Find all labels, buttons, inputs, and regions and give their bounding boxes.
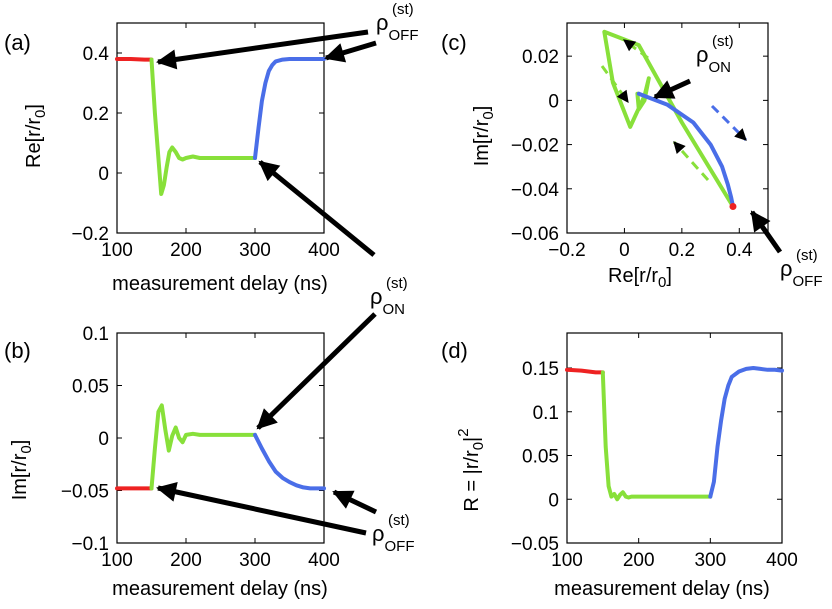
- y-tick-label: 0: [98, 429, 109, 450]
- x-tick-label: 300: [239, 240, 271, 261]
- y-tick-label: 0: [548, 490, 559, 511]
- x-tick-label: 200: [623, 550, 655, 571]
- direction-arrow-green-3: [672, 140, 710, 182]
- y-tick-label: 0.1: [533, 403, 559, 424]
- series-off-period-line: [253, 57, 326, 160]
- y-tick-label: 0.15: [522, 359, 559, 380]
- chart-d: 100 200 300 400 −0.05 0 0.05 0.1 0.15: [511, 332, 798, 571]
- series-off-period-line: [708, 366, 784, 499]
- svg-text:ρOFF: ρOFF: [780, 256, 823, 290]
- panel-label-d: (d): [441, 338, 468, 363]
- y-tick-label: −0.1: [71, 534, 109, 555]
- panel-label-b: (b): [4, 338, 31, 363]
- x-tick-label: 0.4: [726, 240, 753, 261]
- svg-text:ρOFF: ρOFF: [376, 10, 419, 44]
- svg-text:(st): (st): [796, 247, 818, 264]
- y-tick-label: 0: [548, 91, 559, 112]
- y-tick-label: 0.1: [83, 324, 109, 345]
- series-off-trajectory-line: [636, 91, 735, 209]
- x-tick-label: 400: [308, 240, 340, 261]
- ylabel-b: Im[r/r0]: [9, 440, 35, 501]
- y-tick-label: −0.02: [511, 136, 559, 157]
- x-tick-label: 400: [308, 550, 340, 571]
- arrow-on-to-c: [653, 78, 692, 100]
- series-steady-off-point-point: [729, 202, 737, 210]
- x-tick-label: 400: [766, 550, 798, 571]
- annotation-rho-on-c: ρON (st): [696, 33, 734, 76]
- x-tick-label: −0.2: [548, 240, 586, 261]
- series-on-period-line: [600, 370, 713, 502]
- y-tick-label: 0.05: [72, 377, 109, 398]
- svg-text:ρOFF: ρOFF: [372, 521, 415, 555]
- xlabel-d: measurement delay (ns): [554, 578, 770, 600]
- x-tick-label: 0.2: [669, 240, 695, 261]
- annotation-rho-off-bottom: ρOFF (st): [372, 512, 415, 555]
- series-before-switch-line: [115, 57, 154, 62]
- chart-c: −0.2 0 0.2 0.4 −0.06 −0.04 −0.02 0 0.02: [511, 22, 769, 261]
- svg-text:ρON: ρON: [370, 284, 405, 318]
- arrow-off-to-c: [749, 210, 783, 254]
- series-on-period-line: [149, 403, 257, 491]
- series-on-period-line: [149, 57, 257, 196]
- panel-label-a: (a): [4, 30, 31, 55]
- y-tick-label: 0.4: [83, 44, 110, 65]
- xlabel-b: measurement delay (ns): [112, 578, 328, 600]
- plot-frame: [116, 332, 325, 544]
- xlabel-c: Re[r/r0]: [608, 265, 672, 291]
- y-tick-label: 0.2: [83, 104, 109, 125]
- x-tick-label: 100: [551, 550, 583, 571]
- direction-arrow-green-2: [600, 65, 630, 103]
- svg-text:(st): (st): [388, 512, 410, 529]
- panel-label-c: (c): [441, 30, 467, 55]
- annotation-rho-on-middle: ρON (st): [370, 275, 408, 318]
- chart-b: 100 200 300 400 −0.1 −0.05 0 0.05 0.1: [61, 324, 340, 571]
- plot-frame: [116, 22, 325, 234]
- x-tick-label: 300: [694, 550, 726, 571]
- ylabel-c: Im[r/r0]: [471, 106, 497, 167]
- y-tick-label: −0.05: [511, 534, 559, 555]
- xlabel-a: measurement delay (ns): [112, 273, 328, 295]
- series-off-period-line: [253, 432, 326, 491]
- svg-text:ρON: ρON: [696, 42, 731, 76]
- plot-frame: [566, 332, 783, 544]
- x-tick-label: 0: [619, 240, 630, 261]
- series-on-trajectory-line: [602, 29, 735, 209]
- svg-text:(st): (st): [386, 275, 408, 292]
- y-tick-label: 0.02: [522, 47, 559, 68]
- y-tick-label: 0: [98, 164, 109, 185]
- x-tick-label: 100: [101, 240, 133, 261]
- y-tick-label: −0.04: [511, 180, 560, 201]
- direction-arrow-green-1: [623, 38, 649, 60]
- annotation-rho-off-top: ρOFF (st): [376, 1, 419, 44]
- arrow-off-to-a-end: [324, 40, 377, 63]
- ylabel-d: R = |r/r0|2: [455, 428, 487, 511]
- ylabel-a: Re[r/r0]: [23, 104, 49, 168]
- arrow-on-to-b: [256, 312, 377, 430]
- x-tick-label: 200: [170, 240, 202, 261]
- arrow-on-to-a: [258, 160, 376, 257]
- x-tick-label: 100: [101, 550, 133, 571]
- svg-text:(st): (st): [712, 33, 734, 50]
- arrow-off-to-b-end: [332, 489, 378, 515]
- annotation-rho-off-c: ρOFF (st): [780, 247, 823, 290]
- svg-text:(st): (st): [392, 1, 414, 18]
- y-tick-label: −0.2: [71, 224, 109, 245]
- direction-arrow-blue: [710, 104, 748, 142]
- plot-frame: [566, 22, 769, 234]
- series-before-switch-line: [565, 367, 605, 375]
- y-tick-label: −0.05: [61, 482, 109, 503]
- chart-a: 100 200 300 400 −0.2 0 0.2 0.4: [71, 22, 340, 261]
- arrow-off-to-a-start: [156, 29, 369, 70]
- y-tick-label: −0.06: [511, 224, 559, 245]
- y-tick-label: 0.05: [522, 447, 559, 468]
- x-tick-label: 300: [239, 550, 271, 571]
- arrow-off-to-b-start: [156, 482, 367, 536]
- x-tick-label: 200: [170, 550, 202, 571]
